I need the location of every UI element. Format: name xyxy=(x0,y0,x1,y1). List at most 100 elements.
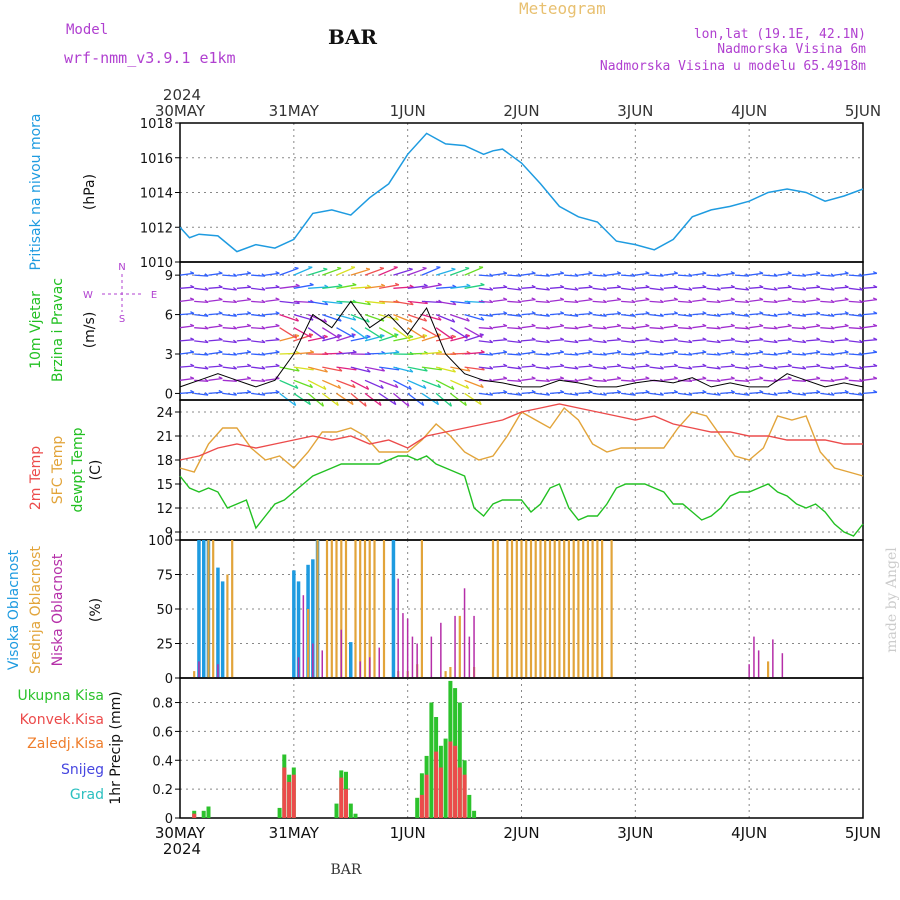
wind-arrow xyxy=(578,298,593,303)
wind-arrow-head xyxy=(531,363,536,367)
wind-arrow-head xyxy=(844,337,849,341)
wind-arrow-head xyxy=(688,286,693,291)
cloud-bar xyxy=(292,570,296,678)
wind-arrow-head xyxy=(409,368,414,373)
cloud-bar xyxy=(312,643,314,678)
wind-arrow xyxy=(848,353,863,356)
wind-arrow xyxy=(791,353,806,356)
wind-arrow-head xyxy=(588,323,593,327)
wind-arrow-head xyxy=(859,392,864,396)
wind-arrow-head xyxy=(872,297,878,301)
wind-arrow xyxy=(848,274,863,277)
wind-arrow xyxy=(763,366,778,370)
wind-arrow-head xyxy=(659,313,664,317)
wind-arrow xyxy=(621,327,636,330)
wind-arrow xyxy=(564,287,579,291)
wind-arrow xyxy=(734,379,749,382)
wind-arrow-head xyxy=(489,313,494,317)
wind-arrow xyxy=(435,327,453,340)
wind-arrow xyxy=(307,300,328,306)
model-name: wrf-nmm_v3.9.1 e1km xyxy=(64,49,236,67)
wind-arrow xyxy=(862,339,878,342)
wind-arrow-head xyxy=(559,323,565,327)
wind-arrow xyxy=(564,340,579,344)
wind-arrow xyxy=(635,351,650,355)
y-tick-label: 24 xyxy=(156,406,173,421)
wind-arrow xyxy=(649,300,664,304)
wind-arrow-head xyxy=(436,266,441,268)
wind-arrow xyxy=(806,286,821,289)
wind-arrow-head xyxy=(645,297,650,301)
cloud-bar xyxy=(193,671,196,678)
wind-arrow xyxy=(492,298,507,303)
wind-arrow xyxy=(820,340,835,344)
wind-arrow xyxy=(251,327,266,330)
wind-arrow xyxy=(734,392,749,396)
wind-arrow-head xyxy=(379,334,383,339)
wind-arrow-head xyxy=(531,376,536,380)
footer-station: BAR xyxy=(331,862,362,878)
wind-arrow-head xyxy=(759,350,764,353)
wind-arrow-head xyxy=(859,378,864,382)
wind-arrow xyxy=(194,287,209,291)
wind-arrow-head xyxy=(716,299,721,303)
wind-arrow-head xyxy=(830,352,835,356)
wind-arrow xyxy=(592,392,607,396)
wind-arrow xyxy=(407,379,427,389)
wind-arrow-head xyxy=(517,392,522,396)
y-tick-label: 0.4 xyxy=(152,754,173,769)
wind-arrow xyxy=(777,365,792,368)
wind-arrow-head xyxy=(730,271,735,274)
cloud-bar xyxy=(529,540,533,678)
wind-arrow xyxy=(777,312,792,316)
wind-arrow xyxy=(307,336,328,342)
wind-arrow xyxy=(635,339,650,342)
wind-arrow xyxy=(435,313,455,323)
wind-arrow-head xyxy=(745,299,750,303)
wind-arrow-head xyxy=(802,339,807,344)
wind-arrow-head xyxy=(574,392,579,396)
cloud-bar xyxy=(202,540,206,678)
cloud-bar xyxy=(344,540,348,678)
wind-arrow-head xyxy=(480,316,485,321)
wind-arrow xyxy=(279,300,300,305)
total-precip-legend: Ukupna Kisa xyxy=(17,688,104,704)
wind-arrow xyxy=(635,377,650,381)
wind-arrow-head xyxy=(730,389,735,393)
wind-arrow xyxy=(393,313,413,323)
precip-bar xyxy=(424,774,429,818)
wind-arrow xyxy=(507,366,522,370)
wind-arrow-head xyxy=(873,284,878,288)
wind-arrow xyxy=(521,391,536,395)
wind-arrow xyxy=(606,377,621,381)
wind-arrow xyxy=(364,285,385,289)
wind-arrow-head xyxy=(659,286,664,291)
wind-arrow xyxy=(251,274,266,277)
wind-arrow xyxy=(251,366,266,370)
wind-arrow xyxy=(677,366,692,370)
wind-arrow-head xyxy=(830,286,835,291)
wind-arrow-head xyxy=(716,378,721,382)
wind-arrow xyxy=(393,327,411,340)
wind-arrow xyxy=(378,266,398,276)
cloud-bar xyxy=(220,581,225,678)
cloud-bar xyxy=(340,629,342,678)
wind-arrow xyxy=(307,313,327,323)
wind-arrow xyxy=(606,339,621,342)
wind-arrow xyxy=(293,379,313,389)
wind-arrow xyxy=(478,366,493,370)
wind-arrow-head xyxy=(465,384,470,389)
wind-arrow-head xyxy=(394,333,398,338)
wind-arrow-head xyxy=(787,297,792,301)
wind-arrow xyxy=(777,272,792,276)
wind-arrow-head xyxy=(859,339,864,344)
wind-arrow xyxy=(635,391,650,395)
wind-arrow xyxy=(820,353,835,356)
wind-arrow-head xyxy=(830,313,835,317)
wind-arrow xyxy=(279,366,300,372)
wind-arrow-head xyxy=(645,363,650,367)
wind-arrow xyxy=(749,377,764,381)
wind-arrow-head xyxy=(531,284,536,288)
precip-bar xyxy=(429,702,434,818)
wind-arrow xyxy=(179,286,195,289)
